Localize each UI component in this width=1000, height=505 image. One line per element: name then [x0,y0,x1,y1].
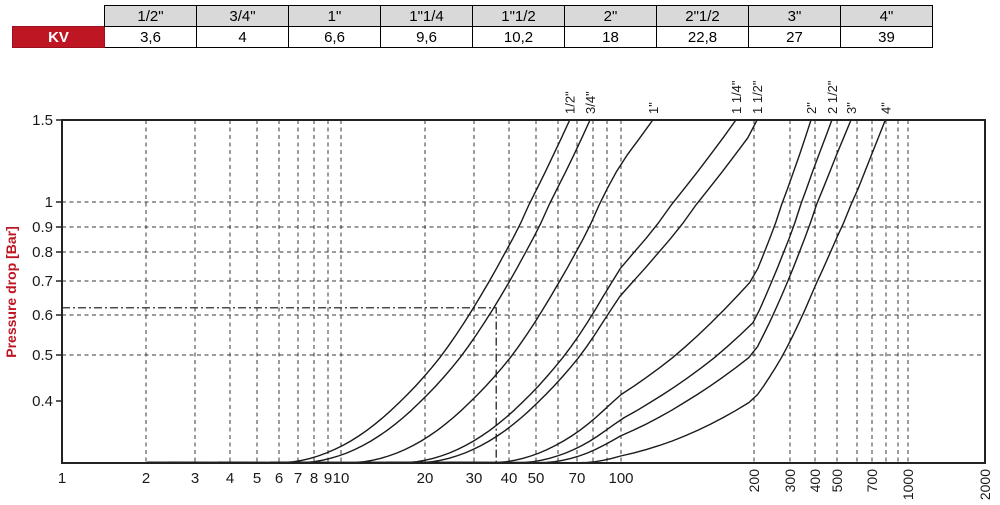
kv-header-cell: 2"1/2 [656,5,749,27]
x-tick-label: 1 [58,470,66,487]
curve-label: 3" [844,102,859,114]
y-tick-label: 0.7 [32,273,53,290]
kv-header-cell: 1/2" [104,5,197,27]
curve-label: 2 1/2" [825,80,840,114]
curve-label: 1/2" [563,91,578,114]
kv-table: 1/2" 3/4" 1" 1"1/4 1"1/2 2" 2"1/2 3" 4" KV 3,6 4 6… [12,5,933,48]
pressure-curve [167,119,591,464]
gridlines [62,120,985,463]
x-tick-label: 6 [275,470,283,487]
x-tick-label: 40 [501,470,518,487]
curve-label: 1" [646,102,661,114]
kv-value-cell: 39 [840,26,933,48]
kv-header-cell: 1"1/4 [380,5,473,27]
x-tick-label: 5 [253,470,261,487]
curve-label: 4" [878,102,893,114]
kv-header-cell: 2" [564,5,657,27]
kv-value-cell: 18 [564,26,657,48]
x-tick-label-rotated: 2000 [977,469,993,500]
y-axis-title: Pressure drop [Bar] [3,226,19,357]
x-tick-label: 7 [294,470,302,487]
kv-table-value-row: KV 3,6 4 6,6 9,6 10,2 18 22,8 27 39 [12,26,933,48]
x-tick-label: 4 [226,470,234,487]
x-tick-label: 8 [310,470,318,487]
curve-label: 1 1/2" [750,80,765,114]
curve-label: 2" [804,102,819,114]
y-axis: 1.5 1 0.9 0.8 0.7 0.6 0.5 0.4 [32,112,62,410]
kv-row-label: KV [12,26,105,48]
pressure-curve [407,119,852,464]
kv-value-cell: 10,2 [472,26,565,48]
curve-label: 3/4" [583,91,598,114]
kv-table-blank-cell [13,6,105,27]
kv-header-cell: 4" [840,5,933,27]
y-tick-label: 0.8 [32,244,53,261]
x-tick-label: 9 [324,470,332,487]
x-tick-label-rotated: 700 [864,469,880,493]
x-tick-label: 3 [191,470,199,487]
y-tick-label: 1 [45,194,53,211]
kv-header-cell: 3" [748,5,841,27]
x-tick-label: 20 [417,470,434,487]
kv-value-cell: 9,6 [380,26,473,48]
y-tick-label: 0.6 [32,307,53,324]
kv-table-header-row: 1/2" 3/4" 1" 1"1/4 1"1/2 2" 2"1/2 3" 4" [13,5,933,27]
pressure-curve [359,119,812,464]
x-tick-label: 30 [466,470,483,487]
pressure-curve [269,119,737,464]
x-tick-label-rotated: 200 [746,469,762,493]
x-tick-label: 70 [569,470,586,487]
x-tick-label: 2 [142,470,150,487]
x-tick-label: 10 [333,470,350,487]
pressure-curve [285,119,758,464]
kv-header-cell: 1" [288,5,381,27]
pressure-curve [386,119,833,464]
x-axis: 1 2 3 4 5 6 7 8 9 10 20 30 40 50 70 100 200 300 400 500 700 1… [58,469,993,500]
kv-value-cell: 3,6 [104,26,197,48]
y-tick-label: 1.5 [32,112,53,129]
kv-value-cell: 6,6 [288,26,381,48]
curve-label: 1 1/4" [729,80,744,114]
reference-lines [62,307,497,463]
y-tick-label: 0.5 [32,347,53,364]
x-tick-label-rotated: 400 [807,469,823,493]
plot-border [61,119,986,464]
kv-value-cell: 22,8 [656,26,749,48]
y-tick-label: 0.4 [32,393,53,410]
x-tick-label-rotated: 500 [829,469,845,493]
curve-labels: 1/2" 3/4" 1" 1 1/4" 1 1/2" 2" 2 1/2" 3" 4" [563,80,894,114]
x-tick-label-rotated: 300 [782,469,798,493]
kv-value-cell: 4 [196,26,289,48]
pressure-curve [217,119,654,464]
x-tick-label: 50 [528,470,545,487]
y-tick-label: 0.9 [32,219,53,236]
pressure-curves [146,119,886,464]
kv-header-cell: 3/4" [196,5,289,27]
pressure-curve [448,119,886,464]
pressure-curve [146,119,571,464]
kv-value-cell: 27 [748,26,841,48]
kv-header-cell: 1"1/2 [472,5,565,27]
x-tick-label-rotated: 1000 [900,469,916,500]
x-tick-label: 100 [608,470,633,487]
